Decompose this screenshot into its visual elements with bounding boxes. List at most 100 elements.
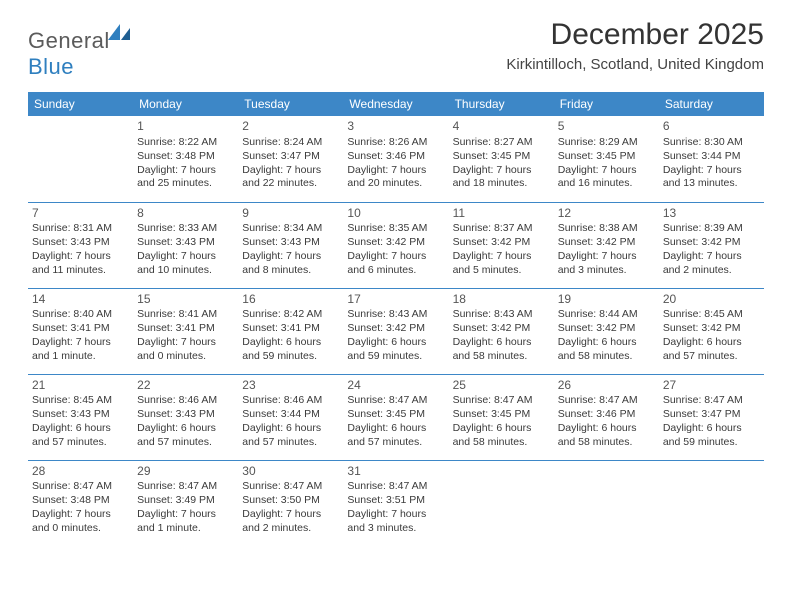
day-header: Wednesday	[343, 92, 448, 116]
day-number: 27	[663, 378, 760, 394]
sunset-line: Sunset: 3:47 PM	[663, 408, 760, 422]
sunset-line: Sunset: 3:48 PM	[32, 494, 129, 508]
day-number: 13	[663, 206, 760, 222]
day-header: Saturday	[659, 92, 764, 116]
day-number: 28	[32, 464, 129, 480]
logo-text-general: General	[28, 28, 110, 53]
sunset-line: Sunset: 3:43 PM	[32, 236, 129, 250]
daylight-line: Daylight: 6 hours and 58 minutes.	[453, 336, 550, 364]
calendar-day-cell: 27Sunrise: 8:47 AMSunset: 3:47 PMDayligh…	[659, 374, 764, 460]
sunrise-line: Sunrise: 8:41 AM	[137, 308, 234, 322]
sunrise-line: Sunrise: 8:47 AM	[663, 394, 760, 408]
daylight-line: Daylight: 7 hours and 10 minutes.	[137, 250, 234, 278]
calendar-week-row: 28Sunrise: 8:47 AMSunset: 3:48 PMDayligh…	[28, 460, 764, 546]
calendar-day-cell: 21Sunrise: 8:45 AMSunset: 3:43 PMDayligh…	[28, 374, 133, 460]
daylight-line: Daylight: 7 hours and 25 minutes.	[137, 164, 234, 192]
day-number: 31	[347, 464, 444, 480]
daylight-line: Daylight: 6 hours and 59 minutes.	[347, 336, 444, 364]
calendar-day-cell: 8Sunrise: 8:33 AMSunset: 3:43 PMDaylight…	[133, 202, 238, 288]
sunrise-line: Sunrise: 8:40 AM	[32, 308, 129, 322]
sunrise-line: Sunrise: 8:30 AM	[663, 136, 760, 150]
sunset-line: Sunset: 3:44 PM	[663, 150, 760, 164]
daylight-line: Daylight: 7 hours and 5 minutes.	[453, 250, 550, 278]
calendar-day-cell: 3Sunrise: 8:26 AMSunset: 3:46 PMDaylight…	[343, 116, 448, 202]
sunrise-line: Sunrise: 8:29 AM	[558, 136, 655, 150]
day-header-row: SundayMondayTuesdayWednesdayThursdayFrid…	[28, 92, 764, 116]
sunset-line: Sunset: 3:43 PM	[32, 408, 129, 422]
calendar-day-cell: 31Sunrise: 8:47 AMSunset: 3:51 PMDayligh…	[343, 460, 448, 546]
daylight-line: Daylight: 6 hours and 57 minutes.	[242, 422, 339, 450]
sunrise-line: Sunrise: 8:47 AM	[347, 394, 444, 408]
calendar-day-cell: 20Sunrise: 8:45 AMSunset: 3:42 PMDayligh…	[659, 288, 764, 374]
daylight-line: Daylight: 7 hours and 1 minute.	[137, 508, 234, 536]
calendar-day-cell: 24Sunrise: 8:47 AMSunset: 3:45 PMDayligh…	[343, 374, 448, 460]
day-number: 6	[663, 119, 760, 135]
day-number: 1	[137, 119, 234, 135]
sunset-line: Sunset: 3:42 PM	[558, 322, 655, 336]
sunrise-line: Sunrise: 8:45 AM	[32, 394, 129, 408]
calendar-day-cell: 12Sunrise: 8:38 AMSunset: 3:42 PMDayligh…	[554, 202, 659, 288]
daylight-line: Daylight: 7 hours and 8 minutes.	[242, 250, 339, 278]
calendar-week-row: 1Sunrise: 8:22 AMSunset: 3:48 PMDaylight…	[28, 116, 764, 202]
sunrise-line: Sunrise: 8:35 AM	[347, 222, 444, 236]
daylight-line: Daylight: 7 hours and 0 minutes.	[32, 508, 129, 536]
sunset-line: Sunset: 3:49 PM	[137, 494, 234, 508]
day-number: 8	[137, 206, 234, 222]
day-number: 16	[242, 292, 339, 308]
daylight-line: Daylight: 7 hours and 20 minutes.	[347, 164, 444, 192]
sunset-line: Sunset: 3:44 PM	[242, 408, 339, 422]
sunrise-line: Sunrise: 8:47 AM	[242, 480, 339, 494]
calendar-day-cell: 25Sunrise: 8:47 AMSunset: 3:45 PMDayligh…	[449, 374, 554, 460]
location: Kirkintilloch, Scotland, United Kingdom	[506, 56, 764, 73]
calendar-week-row: 14Sunrise: 8:40 AMSunset: 3:41 PMDayligh…	[28, 288, 764, 374]
sunrise-line: Sunrise: 8:47 AM	[558, 394, 655, 408]
day-number: 7	[32, 206, 129, 222]
day-number: 17	[347, 292, 444, 308]
sunset-line: Sunset: 3:41 PM	[242, 322, 339, 336]
calendar-day-cell: 5Sunrise: 8:29 AMSunset: 3:45 PMDaylight…	[554, 116, 659, 202]
calendar-day-cell: 22Sunrise: 8:46 AMSunset: 3:43 PMDayligh…	[133, 374, 238, 460]
sunset-line: Sunset: 3:48 PM	[137, 150, 234, 164]
sunrise-line: Sunrise: 8:47 AM	[32, 480, 129, 494]
calendar-day-cell: 4Sunrise: 8:27 AMSunset: 3:45 PMDaylight…	[449, 116, 554, 202]
day-number: 4	[453, 119, 550, 135]
day-number: 12	[558, 206, 655, 222]
title-block: December 2025 Kirkintilloch, Scotland, U…	[506, 18, 764, 73]
sunset-line: Sunset: 3:42 PM	[663, 236, 760, 250]
calendar-table: SundayMondayTuesdayWednesdayThursdayFrid…	[28, 92, 764, 546]
calendar-day-cell: 26Sunrise: 8:47 AMSunset: 3:46 PMDayligh…	[554, 374, 659, 460]
sunrise-line: Sunrise: 8:34 AM	[242, 222, 339, 236]
header: GeneralBlue December 2025 Kirkintilloch,…	[28, 18, 764, 80]
sunset-line: Sunset: 3:45 PM	[347, 408, 444, 422]
day-header: Tuesday	[238, 92, 343, 116]
daylight-line: Daylight: 7 hours and 1 minute.	[32, 336, 129, 364]
day-number: 22	[137, 378, 234, 394]
sunset-line: Sunset: 3:50 PM	[242, 494, 339, 508]
sunset-line: Sunset: 3:41 PM	[32, 322, 129, 336]
day-number: 29	[137, 464, 234, 480]
calendar-day-cell: 7Sunrise: 8:31 AMSunset: 3:43 PMDaylight…	[28, 202, 133, 288]
sunset-line: Sunset: 3:43 PM	[137, 408, 234, 422]
sunrise-line: Sunrise: 8:31 AM	[32, 222, 129, 236]
daylight-line: Daylight: 7 hours and 6 minutes.	[347, 250, 444, 278]
sunrise-line: Sunrise: 8:22 AM	[137, 136, 234, 150]
sunset-line: Sunset: 3:45 PM	[453, 408, 550, 422]
sunset-line: Sunset: 3:43 PM	[242, 236, 339, 250]
day-number: 15	[137, 292, 234, 308]
daylight-line: Daylight: 7 hours and 3 minutes.	[558, 250, 655, 278]
sunrise-line: Sunrise: 8:24 AM	[242, 136, 339, 150]
day-number: 5	[558, 119, 655, 135]
calendar-day-cell	[449, 460, 554, 546]
calendar-week-row: 21Sunrise: 8:45 AMSunset: 3:43 PMDayligh…	[28, 374, 764, 460]
logo-sail-icon	[108, 24, 130, 40]
day-number: 25	[453, 378, 550, 394]
daylight-line: Daylight: 6 hours and 58 minutes.	[558, 422, 655, 450]
sunrise-line: Sunrise: 8:45 AM	[663, 308, 760, 322]
logo-text: GeneralBlue	[28, 24, 130, 80]
daylight-line: Daylight: 6 hours and 57 minutes.	[347, 422, 444, 450]
calendar-day-cell: 10Sunrise: 8:35 AMSunset: 3:42 PMDayligh…	[343, 202, 448, 288]
day-number: 11	[453, 206, 550, 222]
daylight-line: Daylight: 6 hours and 57 minutes.	[137, 422, 234, 450]
calendar-day-cell	[659, 460, 764, 546]
day-number: 2	[242, 119, 339, 135]
